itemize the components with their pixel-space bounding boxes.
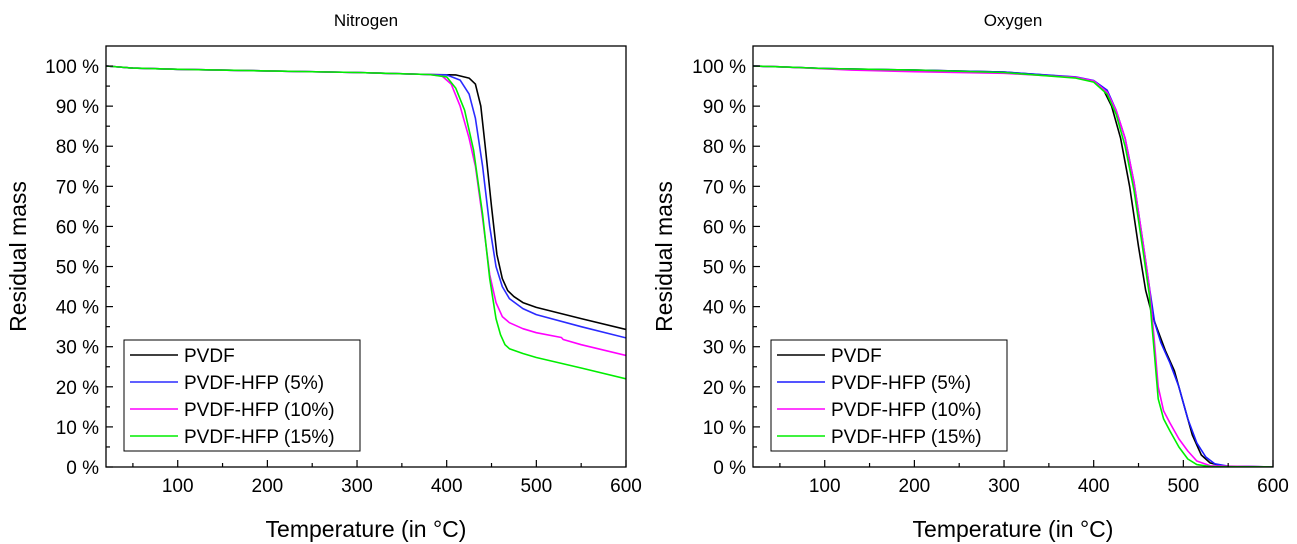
y-tick-label: 90 %	[56, 97, 99, 118]
y-tick-label: 90 %	[703, 97, 746, 118]
y-tick-label: 40 %	[703, 298, 746, 319]
y-tick-label: 0 %	[713, 458, 746, 479]
legend-label: PVDF-HFP (15%)	[184, 427, 335, 448]
y-tick-label: 50 %	[703, 258, 746, 279]
legend-label: PVDF-HFP (5%)	[184, 373, 324, 394]
y-tick-label: 80 %	[56, 137, 99, 158]
x-tick-label: 300	[341, 476, 373, 497]
x-tick-label: 100	[162, 476, 194, 497]
legend: PVDF PVDF-HFP (5%) PVDF-HFP (10%) PVDF-HFP …	[770, 339, 1008, 452]
y-tick-label: 100 %	[45, 57, 99, 78]
x-tick-label: 200	[252, 476, 284, 497]
series-line-2	[106, 65, 626, 339]
y-tick-label: 50 %	[56, 258, 99, 279]
y-axis-label: Residual mass	[5, 181, 31, 332]
x-tick-label: 600	[1257, 476, 1289, 497]
y-tick-label: 20 %	[56, 378, 99, 399]
legend-label: PVDF	[831, 346, 882, 367]
legend-box	[770, 339, 1008, 452]
x-axis-label: Temperature (in °C)	[913, 516, 1114, 542]
series-group	[753, 65, 1273, 467]
chart-title: Nitrogen	[334, 11, 398, 30]
series-line-4	[106, 65, 626, 380]
series-line-3	[753, 65, 1273, 467]
y-tick-label: 100 %	[692, 57, 746, 78]
legend-label: PVDF	[184, 346, 235, 367]
x-tick-label: 400	[1078, 476, 1110, 497]
y-tick-label: 30 %	[56, 338, 99, 359]
x-tick-label: 100	[809, 476, 841, 497]
x-tick-label: 500	[520, 476, 552, 497]
chart-panel-2: Oxygen 100 200 300 400 500 600 0 % 10 % 20 % 30 % 4…	[651, 11, 1289, 542]
y-tick-label: 30 %	[703, 338, 746, 359]
series-group	[106, 65, 626, 380]
y-tick-label: 60 %	[703, 217, 746, 238]
plot-frame	[752, 45, 1274, 468]
legend-label: PVDF-HFP (10%)	[184, 400, 335, 421]
x-tick-label: 200	[899, 476, 931, 497]
legend-label: PVDF-HFP (15%)	[831, 427, 982, 448]
y-tick-label: 80 %	[703, 137, 746, 158]
x-tick-label: 600	[610, 476, 642, 497]
legend-box	[123, 339, 361, 452]
plot-frame	[105, 45, 627, 468]
y-tick-label: 20 %	[703, 378, 746, 399]
y-tick-label: 40 %	[56, 298, 99, 319]
y-tick-label: 10 %	[56, 418, 99, 439]
series-line-1	[106, 65, 626, 331]
legend-label: PVDF-HFP (5%)	[831, 373, 971, 394]
x-tick-label: 300	[988, 476, 1020, 497]
legend: PVDF PVDF-HFP (5%) PVDF-HFP (10%) PVDF-HFP …	[123, 339, 361, 452]
legend-label: PVDF-HFP (10%)	[831, 400, 982, 421]
y-tick-label: 0 %	[66, 458, 99, 479]
chart-panel-1: Nitrogen 100 200 300 400 500 600 0 % 10 % 20 % 30 …	[5, 11, 642, 542]
series-line-4	[753, 65, 1273, 467]
y-tick-label: 10 %	[703, 418, 746, 439]
x-axis-label: Temperature (in °C)	[266, 516, 467, 542]
chart-title: Oxygen	[984, 11, 1043, 30]
series-line-3	[106, 65, 626, 357]
y-axis-label: Residual mass	[651, 181, 677, 332]
x-tick-label: 400	[431, 476, 463, 497]
y-tick-label: 70 %	[56, 177, 99, 198]
y-tick-label: 60 %	[56, 217, 99, 238]
y-tick-label: 70 %	[703, 177, 746, 198]
x-tick-label: 500	[1167, 476, 1199, 497]
